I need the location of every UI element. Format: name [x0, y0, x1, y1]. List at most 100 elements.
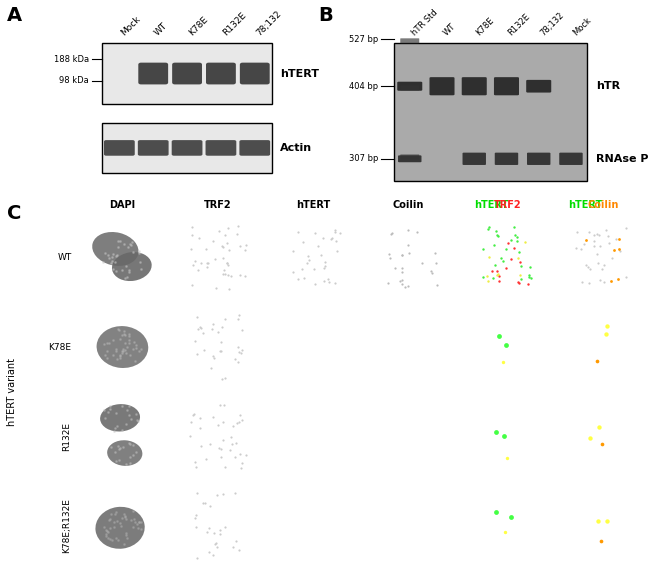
Ellipse shape: [100, 404, 140, 431]
Point: [107, 252, 117, 262]
Point: [133, 517, 144, 526]
Point: [196, 258, 207, 267]
Point: [426, 267, 437, 276]
Point: [117, 425, 127, 434]
Ellipse shape: [107, 440, 142, 466]
Point: [103, 251, 113, 260]
Point: [601, 329, 612, 339]
Text: 110/110: 110/110: [609, 395, 644, 404]
Point: [606, 254, 617, 263]
Point: [226, 271, 236, 281]
Point: [190, 457, 200, 467]
Point: [506, 236, 516, 245]
Point: [117, 265, 127, 274]
Text: Mock: Mock: [571, 16, 593, 37]
Point: [100, 248, 110, 257]
Point: [195, 414, 205, 423]
Point: [233, 314, 243, 323]
Point: [614, 245, 624, 254]
Text: C: C: [6, 204, 21, 223]
Point: [222, 259, 233, 268]
Point: [118, 442, 128, 452]
Point: [116, 348, 127, 358]
Point: [235, 449, 245, 458]
Point: [113, 441, 124, 450]
Point: [194, 423, 205, 433]
Text: 404 bp: 404 bp: [349, 82, 378, 91]
Point: [402, 281, 413, 290]
Text: TRF2: TRF2: [494, 200, 521, 210]
Point: [215, 529, 226, 539]
Point: [116, 346, 127, 355]
Point: [515, 257, 525, 267]
Point: [499, 432, 509, 441]
Point: [494, 271, 504, 280]
Text: K78E: K78E: [49, 343, 72, 351]
Point: [191, 350, 202, 359]
FancyBboxPatch shape: [206, 63, 236, 85]
Point: [606, 276, 616, 285]
Point: [524, 271, 534, 280]
Text: WT: WT: [442, 21, 458, 37]
Point: [124, 329, 134, 339]
Point: [217, 322, 228, 331]
Point: [109, 518, 120, 527]
Point: [427, 268, 437, 278]
Point: [216, 338, 227, 347]
Point: [118, 344, 129, 353]
Text: WT: WT: [57, 253, 72, 262]
Text: hTERT: hTERT: [280, 69, 319, 78]
Point: [131, 448, 142, 457]
Point: [498, 256, 508, 266]
Point: [515, 270, 525, 279]
Point: [413, 520, 423, 529]
Point: [192, 488, 202, 498]
Point: [185, 431, 196, 441]
Point: [131, 340, 141, 350]
Point: [233, 347, 244, 357]
Point: [230, 452, 240, 461]
Point: [111, 266, 122, 275]
Point: [134, 518, 144, 527]
Point: [190, 510, 201, 520]
Point: [124, 410, 135, 419]
Point: [218, 242, 229, 251]
Point: [391, 439, 402, 448]
Point: [502, 453, 512, 463]
Point: [200, 245, 211, 254]
Point: [111, 354, 122, 363]
Point: [319, 276, 330, 285]
Point: [188, 260, 198, 270]
Text: R132E: R132E: [62, 422, 72, 451]
Point: [235, 241, 245, 251]
Point: [111, 534, 121, 543]
Text: K78E: K78E: [474, 16, 496, 37]
Point: [491, 266, 502, 275]
Point: [220, 269, 230, 278]
Point: [136, 344, 146, 354]
Point: [113, 236, 124, 245]
Point: [212, 490, 222, 499]
Point: [211, 283, 222, 293]
Point: [101, 531, 112, 540]
Point: [526, 274, 537, 283]
Point: [121, 514, 131, 524]
Point: [484, 223, 495, 232]
Point: [492, 231, 502, 240]
Point: [578, 240, 589, 249]
Point: [191, 463, 202, 472]
Point: [111, 507, 121, 517]
Point: [129, 514, 140, 524]
FancyBboxPatch shape: [172, 63, 202, 85]
Point: [390, 264, 400, 273]
Point: [396, 268, 407, 277]
Point: [109, 522, 119, 532]
Point: [224, 284, 235, 293]
Point: [199, 345, 209, 354]
Point: [235, 271, 246, 280]
Text: Actin: Actin: [280, 143, 312, 153]
FancyBboxPatch shape: [103, 123, 272, 173]
Point: [124, 452, 135, 461]
Point: [202, 527, 212, 536]
Point: [218, 490, 228, 499]
